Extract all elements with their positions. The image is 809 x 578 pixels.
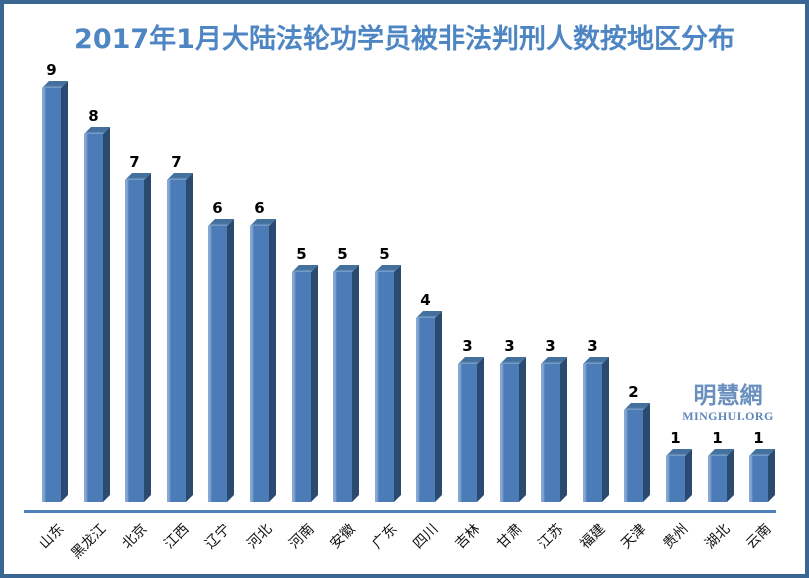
bar-side-face xyxy=(727,449,734,502)
bar-value-label: 6 xyxy=(254,199,265,217)
bar-column: 2 xyxy=(624,383,650,502)
bar-side-face xyxy=(352,265,359,502)
bar-column: 3 xyxy=(500,337,526,502)
bar-side-face xyxy=(311,265,318,502)
x-axis-line xyxy=(24,510,776,513)
bar-side-face xyxy=(519,357,526,502)
bar-value-label: 1 xyxy=(753,429,764,447)
bar-column: 1 xyxy=(708,429,734,502)
bar-side-face xyxy=(103,127,110,502)
bar-front-face xyxy=(375,272,394,502)
bar-column: 9 xyxy=(42,61,68,502)
bar-side-face xyxy=(602,357,609,502)
bar-value-label: 3 xyxy=(462,337,473,355)
bar-side-face xyxy=(269,219,276,502)
bar-front-face xyxy=(416,318,435,502)
watermark-domain-text: MINGHUI.ORG xyxy=(682,409,774,424)
bar-side-face xyxy=(685,449,692,502)
bar-side-face xyxy=(768,449,775,502)
bar-front-face xyxy=(583,364,602,502)
bar-front-face xyxy=(250,226,269,502)
bar-side-face xyxy=(394,265,401,502)
bar-column: 7 xyxy=(125,153,151,502)
bar-column: 8 xyxy=(84,107,110,502)
watermark-logo-text: 明慧網 xyxy=(693,382,763,409)
bar-front-face xyxy=(333,272,352,502)
watermark: 明慧網 MINGHUI.ORG xyxy=(668,382,788,424)
bar-column: 6 xyxy=(208,199,234,502)
bar-value-label: 7 xyxy=(171,153,182,171)
bar-side-face xyxy=(435,311,442,502)
bar-value-label: 5 xyxy=(379,245,390,263)
bar-value-label: 3 xyxy=(587,337,598,355)
bar-front-face xyxy=(208,226,227,502)
bar-column: 5 xyxy=(333,245,359,502)
bar-front-face xyxy=(708,456,727,502)
bar-side-face xyxy=(227,219,234,502)
bar-column: 4 xyxy=(416,291,442,502)
bar-front-face xyxy=(292,272,311,502)
bar-side-face xyxy=(144,173,151,502)
bar-front-face xyxy=(666,456,685,502)
bar-side-face xyxy=(643,403,650,502)
bar-front-face xyxy=(500,364,519,502)
bar-value-label: 5 xyxy=(296,245,307,263)
bar-value-label: 2 xyxy=(628,383,639,401)
bar-value-label: 1 xyxy=(712,429,723,447)
bar-front-face xyxy=(749,456,768,502)
chart-title: 2017年1月大陆法轮功学员被非法判刑人数按地区分布 xyxy=(74,24,735,55)
bar-value-label: 3 xyxy=(545,337,556,355)
bar-value-label: 8 xyxy=(88,107,99,125)
bar-column: 6 xyxy=(250,199,276,502)
bar-value-label: 3 xyxy=(504,337,515,355)
bar-front-face xyxy=(167,180,186,502)
bar-side-face xyxy=(560,357,567,502)
bar-column: 3 xyxy=(458,337,484,502)
bar-value-label: 5 xyxy=(337,245,348,263)
bar-value-label: 1 xyxy=(670,429,681,447)
plot-area: 9 山东 8 黑龙江 7 北京 7 江西 6 辽宁 6 河北 5 河南 5 安徽 5 广东 4 四川 3 吉林 3 甘肃 3 江苏… xyxy=(4,4,805,574)
bar-column: 7 xyxy=(167,153,193,502)
bar-column: 3 xyxy=(583,337,609,502)
bar-column: 1 xyxy=(749,429,775,502)
bar-front-face xyxy=(125,180,144,502)
bar-value-label: 6 xyxy=(212,199,223,217)
bar-value-label: 7 xyxy=(129,153,140,171)
bar-column: 1 xyxy=(666,429,692,502)
bar-front-face xyxy=(42,88,61,502)
bar-value-label: 4 xyxy=(420,291,431,309)
bar-side-face xyxy=(477,357,484,502)
bar-side-face xyxy=(61,81,68,502)
bar-column: 5 xyxy=(375,245,401,502)
bar-side-face xyxy=(186,173,193,502)
bar-value-label: 9 xyxy=(46,61,57,79)
bar-front-face xyxy=(458,364,477,502)
bar-front-face xyxy=(624,410,643,502)
bar-front-face xyxy=(84,134,103,502)
bar-column: 5 xyxy=(292,245,318,502)
bar-column: 3 xyxy=(541,337,567,502)
bar-front-face xyxy=(541,364,560,502)
